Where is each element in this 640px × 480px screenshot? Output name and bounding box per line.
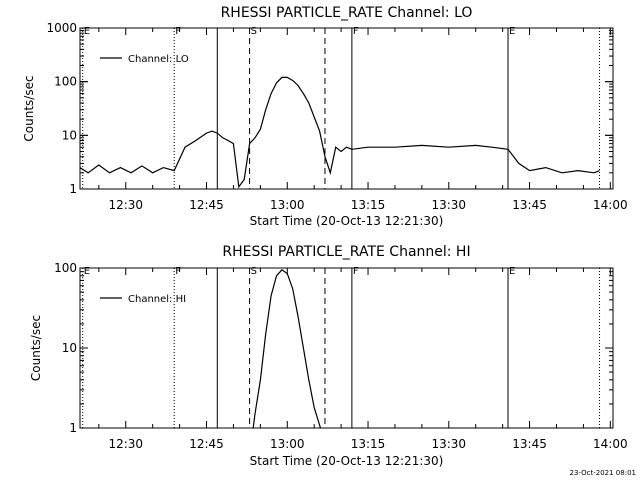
x-tick-label: 13:15: [351, 198, 386, 212]
y-tick-label: 10: [62, 341, 77, 355]
flag-marker-label: F: [175, 266, 181, 277]
y-tick-label: 1: [69, 182, 77, 196]
x-tick-label: 12:30: [108, 437, 143, 451]
timestamp-label: 23-Oct-2021 08:01: [570, 469, 636, 477]
y-tick-label: 100: [54, 75, 77, 89]
panel-hi: RHESSI PARTICLE_RATE Channel: HI 12:30 12:…: [29, 244, 628, 468]
flag-marker-label: F: [353, 26, 359, 37]
chart-title: RHESSI PARTICLE_RATE Channel: LO: [221, 5, 473, 21]
x-tick-label: 14:00: [593, 437, 628, 451]
y-tick-label: 1000: [46, 21, 77, 35]
panel-lo: RHESSI PARTICLE_RATE Channel: LO 12:30 12:…: [22, 5, 628, 228]
flag-marker-label: E: [84, 266, 90, 277]
y-tick-label: 1: [69, 421, 77, 435]
x-axis-label: Start Time (20-Oct-13 12:21:30): [250, 214, 444, 228]
x-tick-label: 13:45: [512, 437, 547, 451]
x-axis-label: Start Time (20-Oct-13 12:21:30): [250, 454, 444, 468]
y-axis-label: Counts/sec: [29, 315, 43, 381]
x-tick-label: 13:15: [351, 437, 386, 451]
flag-marker-label: S: [251, 266, 257, 277]
flag-marker-label: F: [353, 266, 359, 277]
y-tick-label: 10: [62, 128, 77, 142]
x-tick-label: 13:00: [270, 198, 305, 212]
x-tick-label: 13:30: [431, 437, 466, 451]
flag-marker-label: E: [509, 266, 515, 277]
flag-marker-label: E: [509, 26, 515, 37]
legend-label: Channel: HI: [128, 294, 186, 305]
plot-frame: [79, 267, 614, 429]
flag-marker-label: F: [175, 26, 181, 37]
flag-marker-label: E: [84, 26, 90, 37]
series-line: [252, 269, 322, 428]
flag-marker-label: S: [251, 26, 257, 37]
x-tick-label: 13:00: [270, 437, 305, 451]
legend-label: Channel: LO: [128, 54, 189, 65]
x-tick-label: 13:30: [431, 198, 466, 212]
x-tick-label: 12:45: [189, 437, 224, 451]
plot-frame: [79, 27, 614, 190]
x-tick-label: 13:45: [512, 198, 547, 212]
y-axis-label: Counts/sec: [22, 75, 36, 141]
x-tick-label: 14:00: [593, 198, 628, 212]
x-tick-label: 12:45: [189, 198, 224, 212]
series-line: [80, 76, 600, 189]
chart-title: RHESSI PARTICLE_RATE Channel: HI: [222, 244, 470, 260]
y-tick-label: 100: [54, 261, 77, 275]
x-tick-label: 12:30: [108, 198, 143, 212]
